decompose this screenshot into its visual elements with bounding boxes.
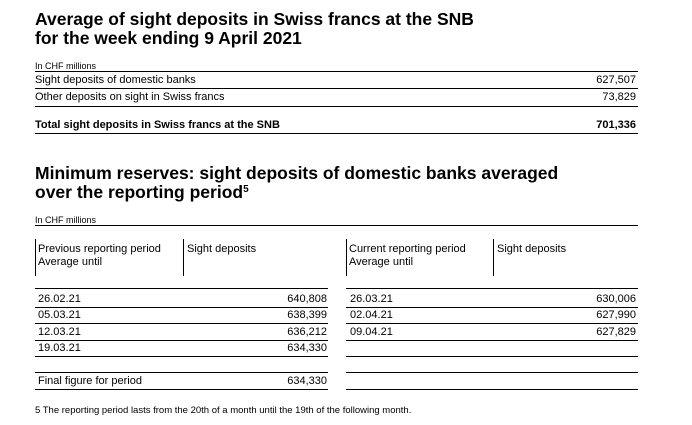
section2-title-text: over the reporting period [35, 182, 244, 202]
final-prev-value: 634,330 [287, 375, 327, 387]
row-rule [346, 307, 638, 308]
header-prev-sight: Sight deposits [187, 243, 257, 255]
curr-date: 02.04.21 [350, 309, 393, 321]
row-rule [346, 323, 638, 324]
prev-value: 640,808 [287, 293, 327, 305]
row-rule [35, 340, 328, 341]
row-rule [35, 356, 328, 357]
final-top-rule [346, 372, 638, 373]
curr-value: 627,990 [596, 309, 636, 321]
final-figure-label: Final figure for period [38, 375, 142, 387]
prev-value: 636,212 [287, 326, 327, 338]
header-curr-sight: Sight deposits [497, 243, 567, 255]
curr-value: 627,829 [596, 326, 636, 338]
header-divider [493, 239, 494, 276]
section2-title-line2: over the reporting period5 [35, 183, 249, 202]
section1-row-label: Other deposits on sight in Swiss francs [35, 91, 225, 103]
final-bottom-rule [346, 389, 638, 390]
section1-row-label: Sight deposits of domestic banks [35, 74, 196, 86]
section2-title-line1: Minimum reserves: sight deposits of dome… [35, 163, 559, 183]
prev-value: 638,399 [287, 309, 327, 321]
prev-date: 26.02.21 [38, 293, 81, 305]
header-divider [183, 239, 184, 276]
header-curr-period-line1: Current reporting period [349, 243, 466, 255]
footnote-ref: 5 [243, 184, 249, 195]
prev-date: 12.03.21 [38, 326, 81, 338]
section1-top-rule [35, 71, 638, 72]
section1-total-rule [35, 133, 638, 134]
right-table-rule [346, 288, 638, 289]
prev-value: 634,330 [287, 342, 327, 354]
curr-date: 09.04.21 [350, 326, 393, 338]
row-rule [346, 340, 638, 341]
row-rule [35, 323, 328, 324]
final-top-rule [35, 372, 328, 373]
curr-value: 630,006 [596, 293, 636, 305]
header-divider [346, 239, 347, 276]
header-curr-period-line2: Average until [349, 256, 414, 268]
header-divider [35, 239, 36, 276]
section1-total-label: Total sight deposits in Swiss francs at … [35, 119, 280, 131]
section1-row-rule [35, 88, 638, 89]
section2-unit-label: In CHF millions [35, 215, 97, 225]
header-prev-period-line2: Average until [38, 256, 103, 268]
left-table-rule [35, 288, 328, 289]
section2-top-rule [35, 225, 638, 226]
final-bottom-rule [35, 389, 328, 390]
header-prev-period-line1: Previous reporting period [38, 243, 161, 255]
curr-date: 26.03.21 [350, 293, 393, 305]
section1-row-value: 73,829 [602, 91, 636, 103]
section1-row-value: 627,507 [596, 74, 636, 86]
prev-date: 05.03.21 [38, 309, 81, 321]
section1-total-value: 701,336 [596, 119, 636, 131]
section1-row-rule [35, 106, 638, 107]
footnote: 5 The reporting period lasts from the 20… [35, 405, 412, 416]
row-rule [346, 356, 638, 357]
section1-title-line1: Average of sight deposits in Swiss franc… [35, 9, 474, 29]
section1-title-line2: for the week ending 9 April 2021 [35, 28, 302, 48]
row-rule [35, 307, 328, 308]
prev-date: 19.03.21 [38, 342, 81, 354]
section1-unit-label: In CHF millions [35, 61, 97, 71]
